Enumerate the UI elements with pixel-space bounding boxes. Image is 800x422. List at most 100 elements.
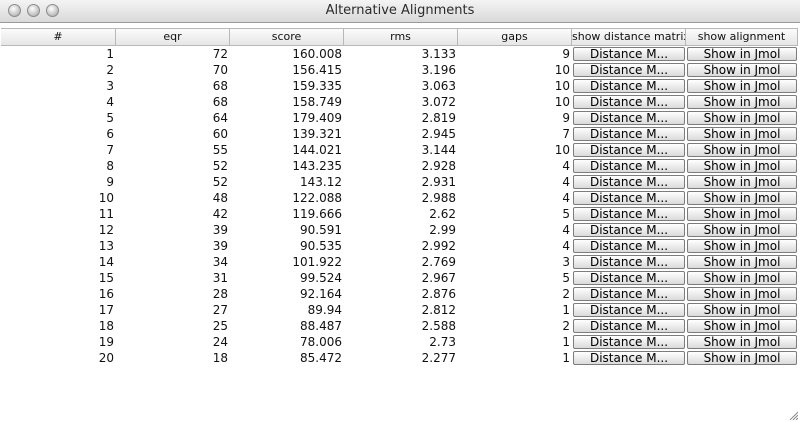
column-header-distance-matrix[interactable]: show distance matrix (572, 29, 686, 45)
cell-index: 16 (98, 287, 114, 301)
distance-matrix-button[interactable]: Distance M... (573, 335, 685, 349)
show-in-jmol-button[interactable]: Show in Jmol (687, 63, 797, 77)
cell-show-alignment: Show in Jmol (686, 190, 798, 206)
show-in-jmol-button[interactable]: Show in Jmol (687, 335, 797, 349)
show-in-jmol-button[interactable]: Show in Jmol (687, 47, 797, 61)
table-row[interactable]: 8 52 143.235 2.928 4 Distance M... Show in Jmo… (1, 158, 798, 174)
show-in-jmol-button[interactable]: Show in Jmol (687, 351, 797, 365)
table-row[interactable]: 13 39 90.535 2.992 4 Distance M... Show in Jmo… (1, 238, 798, 254)
cell-eqr: 39 (212, 223, 228, 237)
show-in-jmol-button[interactable]: Show in Jmol (687, 175, 797, 189)
table-row[interactable]: 1 72 160.008 3.133 9 Distance M... Show in Jmo… (1, 46, 798, 62)
cell-gaps: 4 (562, 223, 570, 237)
cell-show-alignment: Show in Jmol (686, 302, 798, 318)
window-controls (8, 4, 59, 17)
show-in-jmol-button[interactable]: Show in Jmol (687, 207, 797, 221)
cell-distance-matrix: Distance M... (572, 158, 686, 174)
table-row[interactable]: 14 34 101.922 2.769 3 Distance M... Show in Jm… (1, 254, 798, 270)
table-row[interactable]: 18 25 88.487 2.588 2 Distance M... Show in Jmo… (1, 318, 798, 334)
distance-matrix-button[interactable]: Distance M... (573, 127, 685, 141)
show-in-jmol-button[interactable]: Show in Jmol (687, 127, 797, 141)
cell-score: 122.088 (292, 191, 342, 205)
resize-grip-icon[interactable] (788, 410, 798, 420)
close-icon[interactable] (8, 4, 21, 17)
table-row[interactable]: 11 42 119.666 2.62 5 Distance M... Show in Jmo… (1, 206, 798, 222)
cell-gaps: 5 (562, 271, 570, 285)
table-row[interactable]: 19 24 78.006 2.73 1 Distance M... Show in Jmol (1, 334, 798, 350)
cell-gaps: 5 (562, 207, 570, 221)
table-row[interactable]: 9 52 143.12 2.931 4 Distance M... Show in Jmol (1, 174, 798, 190)
table-row[interactable]: 17 27 89.94 2.812 1 Distance M... Show in Jmol (1, 302, 798, 318)
cell-score: 159.335 (292, 79, 342, 93)
column-header-index[interactable]: # (1, 29, 116, 45)
distance-matrix-button[interactable]: Distance M... (573, 271, 685, 285)
cell-index: 7 (106, 143, 114, 157)
show-in-jmol-button[interactable]: Show in Jmol (687, 191, 797, 205)
table-row[interactable]: 16 28 92.164 2.876 2 Distance M... Show in Jmo… (1, 286, 798, 302)
column-header-eqr[interactable]: eqr (116, 29, 230, 45)
column-header-rms[interactable]: rms (344, 29, 458, 45)
distance-matrix-button[interactable]: Distance M... (573, 351, 685, 365)
cell-score: 139.321 (292, 127, 342, 141)
column-header-show-alignment[interactable]: show alignment (686, 29, 798, 45)
show-in-jmol-button[interactable]: Show in Jmol (687, 239, 797, 253)
table-row[interactable]: 4 68 158.749 3.072 10 Distance M... Show in Jm… (1, 94, 798, 110)
distance-matrix-button[interactable]: Distance M... (573, 239, 685, 253)
cell-distance-matrix: Distance M... (572, 302, 686, 318)
show-in-jmol-button[interactable]: Show in Jmol (687, 111, 797, 125)
show-in-jmol-button[interactable]: Show in Jmol (687, 159, 797, 173)
cell-eqr: 34 (212, 255, 228, 269)
cell-distance-matrix: Distance M... (572, 46, 686, 62)
cell-show-alignment: Show in Jmol (686, 206, 798, 222)
cell-eqr: 70 (212, 63, 228, 77)
column-header-score[interactable]: score (230, 29, 344, 45)
show-in-jmol-button[interactable]: Show in Jmol (687, 271, 797, 285)
distance-matrix-button[interactable]: Distance M... (573, 111, 685, 125)
distance-matrix-button[interactable]: Distance M... (573, 95, 685, 109)
table-row[interactable]: 10 48 122.088 2.988 4 Distance M... Show in Jm… (1, 190, 798, 206)
cell-distance-matrix: Distance M... (572, 62, 686, 78)
distance-matrix-button[interactable]: Distance M... (573, 255, 685, 269)
distance-matrix-button[interactable]: Distance M... (573, 303, 685, 317)
distance-matrix-button[interactable]: Distance M... (573, 143, 685, 157)
cell-index: 13 (98, 239, 114, 253)
cell-eqr: 55 (212, 143, 228, 157)
cell-score: 88.487 (300, 319, 342, 333)
cell-eqr: 68 (212, 79, 228, 93)
table-row[interactable]: 15 31 99.524 2.967 5 Distance M... Show in Jmo… (1, 270, 798, 286)
show-in-jmol-button[interactable]: Show in Jmol (687, 223, 797, 237)
column-header-gaps[interactable]: gaps (458, 29, 572, 45)
distance-matrix-button[interactable]: Distance M... (573, 175, 685, 189)
distance-matrix-button[interactable]: Distance M... (573, 223, 685, 237)
zoom-icon[interactable] (46, 4, 59, 17)
show-in-jmol-button[interactable]: Show in Jmol (687, 303, 797, 317)
distance-matrix-button[interactable]: Distance M... (573, 319, 685, 333)
distance-matrix-button[interactable]: Distance M... (573, 287, 685, 301)
table-row[interactable]: 12 39 90.591 2.99 4 Distance M... Show in Jmol (1, 222, 798, 238)
distance-matrix-button[interactable]: Distance M... (573, 207, 685, 221)
table-row[interactable]: 3 68 159.335 3.063 10 Distance M... Show in Jm… (1, 78, 798, 94)
table-row[interactable]: 20 18 85.472 2.277 1 Distance M... Show in Jmo… (1, 350, 798, 366)
show-in-jmol-button[interactable]: Show in Jmol (687, 319, 797, 333)
distance-matrix-button[interactable]: Distance M... (573, 79, 685, 93)
show-in-jmol-button[interactable]: Show in Jmol (687, 143, 797, 157)
cell-gaps: 2 (562, 319, 570, 333)
distance-matrix-button[interactable]: Distance M... (573, 63, 685, 77)
show-in-jmol-button[interactable]: Show in Jmol (687, 95, 797, 109)
cell-show-alignment: Show in Jmol (686, 318, 798, 334)
table-row[interactable]: 7 55 144.021 3.144 10 Distance M... Show in Jm… (1, 142, 798, 158)
cell-gaps: 4 (562, 191, 570, 205)
show-in-jmol-button[interactable]: Show in Jmol (687, 287, 797, 301)
cell-index: 18 (98, 319, 114, 333)
cell-index: 2 (106, 63, 114, 77)
minimize-icon[interactable] (27, 4, 40, 17)
table-row[interactable]: 5 64 179.409 2.819 9 Distance M... Show in Jmo… (1, 110, 798, 126)
cell-score: 160.008 (292, 47, 342, 61)
show-in-jmol-button[interactable]: Show in Jmol (687, 255, 797, 269)
distance-matrix-button[interactable]: Distance M... (573, 47, 685, 61)
table-row[interactable]: 6 60 139.321 2.945 7 Distance M... Show in Jmo… (1, 126, 798, 142)
distance-matrix-button[interactable]: Distance M... (573, 191, 685, 205)
distance-matrix-button[interactable]: Distance M... (573, 159, 685, 173)
table-row[interactable]: 2 70 156.415 3.196 10 Distance M... Show in Jm… (1, 62, 798, 78)
show-in-jmol-button[interactable]: Show in Jmol (687, 79, 797, 93)
